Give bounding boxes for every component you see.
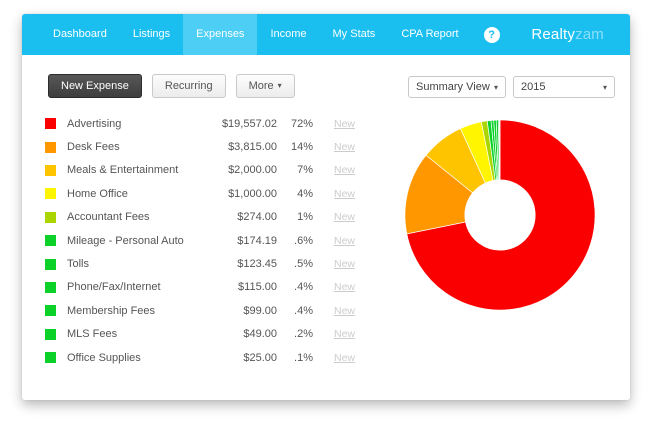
new-expense-link[interactable]: New [333, 258, 355, 271]
new-expense-link[interactable]: New [333, 281, 355, 294]
percent-value: 72% [290, 117, 313, 130]
category-color-swatch [45, 305, 56, 317]
category-label: Membership Fees [67, 304, 156, 317]
donut-slice[interactable] [406, 119, 596, 311]
amount-value: $123.45 [237, 258, 277, 271]
amount-value: $3,815.00 [228, 141, 277, 154]
top-nav: Dashboard Listings Expenses Income My St… [22, 14, 630, 55]
year-selected-value: 2015 [521, 81, 546, 93]
percent-value: .5% [294, 258, 313, 271]
expense-row: Office Supplies $25.00 .1% New [45, 346, 355, 369]
percent-value: .4% [294, 281, 313, 294]
amount-value: $99.00 [243, 304, 277, 317]
percent-value: .6% [294, 234, 313, 247]
help-icon[interactable]: ? [483, 26, 500, 43]
expense-row: Home Office $1,000.00 4% New [45, 182, 355, 205]
category-label: MLS Fees [67, 328, 118, 341]
amount-value: $115.00 [238, 281, 277, 294]
chevron-down-icon: ▾ [277, 81, 282, 90]
nav-item-dashboard[interactable]: Dashboard [53, 28, 107, 40]
expense-row: Tolls $123.45 .5% New [45, 252, 355, 275]
new-expense-link[interactable]: New [333, 187, 355, 200]
category-label: Tolls [67, 258, 90, 271]
expense-row: Mileage - Personal Auto $174.19 .6% New [45, 229, 355, 252]
percent-value: 1% [297, 211, 313, 224]
amount-value: $174.19 [237, 234, 277, 247]
category-label: Home Office [67, 187, 128, 200]
new-expense-button[interactable]: New Expense [48, 74, 142, 98]
new-expense-link[interactable]: New [333, 351, 355, 364]
amount-value: $25.00 [243, 351, 277, 364]
category-color-swatch [45, 164, 56, 176]
new-expense-link[interactable]: New [333, 117, 355, 130]
expense-row: Accountant Fees $274.00 1% New [45, 206, 355, 229]
more-button-label: More [248, 80, 274, 92]
nav-item-listings[interactable]: Listings [132, 28, 171, 40]
nav-item-income[interactable]: Income [270, 28, 307, 40]
category-color-swatch [45, 328, 56, 340]
percent-value: 4% [297, 187, 313, 200]
category-label: Phone/Fax/Internet [67, 281, 161, 294]
new-expense-link[interactable]: New [333, 141, 355, 154]
amount-value: $49.00 [243, 328, 277, 341]
percent-value: .4% [294, 304, 313, 317]
category-color-swatch [45, 352, 56, 364]
category-label: Office Supplies [67, 351, 141, 364]
chevron-down-icon: ▾ [493, 82, 498, 92]
amount-value: $1,000.00 [228, 187, 277, 200]
amount-value: $274.00 [237, 211, 277, 224]
expense-row: Meals & Entertainment $2,000.00 7% New [45, 159, 355, 182]
category-label: Meals & Entertainment [67, 164, 179, 177]
category-label: Mileage - Personal Auto [67, 234, 184, 247]
new-expense-link[interactable]: New [333, 234, 355, 247]
expense-list: Advertising $19,557.02 72% New Desk Fees… [45, 112, 355, 369]
category-color-swatch [45, 235, 56, 247]
amount-value: $19,557.02 [221, 117, 277, 130]
app-window: Dashboard Listings Expenses Income My St… [22, 14, 630, 400]
new-expense-link[interactable]: New [333, 164, 355, 177]
percent-value: .1% [294, 351, 313, 364]
view-mode-selected-value: Summary View [416, 81, 490, 93]
category-color-swatch [45, 258, 56, 270]
donut-chart [404, 119, 596, 311]
brand-logo: Realtyzam [531, 14, 604, 55]
new-expense-link[interactable]: New [333, 211, 355, 224]
category-color-swatch [45, 118, 56, 130]
new-expense-link[interactable]: New [333, 328, 355, 341]
new-expense-link[interactable]: New [333, 304, 355, 317]
expense-row: Phone/Fax/Internet $115.00 .4% New [45, 276, 355, 299]
amount-value: $2,000.00 [228, 164, 277, 177]
year-dropdown[interactable]: 2015 ▾ [513, 76, 615, 98]
category-color-swatch [45, 281, 56, 293]
donut-slice[interactable] [499, 119, 501, 181]
more-button[interactable]: More ▾ [235, 74, 295, 98]
expense-donut-chart-container [402, 117, 598, 313]
nav-item-my-stats[interactable]: My Stats [332, 28, 376, 40]
percent-value: 14% [290, 141, 313, 154]
logo-secondary-text: zam [575, 26, 604, 43]
category-color-swatch [45, 188, 56, 200]
recurring-button[interactable]: Recurring [151, 74, 226, 98]
percent-value: 7% [297, 164, 313, 177]
logo-primary-text: Realty [531, 26, 576, 43]
toolbar: New Expense Recurring More ▾ [48, 74, 295, 98]
filter-controls: Summary View ▾ 2015 ▾ [408, 76, 615, 98]
nav-item-cpa-report[interactable]: CPA Report [401, 28, 459, 40]
category-label: Accountant Fees [67, 211, 150, 224]
chevron-down-icon: ▾ [602, 82, 607, 92]
expense-row: MLS Fees $49.00 .2% New [45, 323, 355, 346]
expense-row: Desk Fees $3,815.00 14% New [45, 135, 355, 158]
view-mode-dropdown[interactable]: Summary View ▾ [408, 76, 506, 98]
nav-item-expenses[interactable]: Expenses [183, 14, 258, 55]
percent-value: .2% [294, 328, 313, 341]
expense-row: Membership Fees $99.00 .4% New [45, 299, 355, 322]
category-label: Advertising [67, 117, 122, 130]
category-label: Desk Fees [67, 141, 120, 154]
category-color-swatch [45, 141, 56, 153]
expense-row: Advertising $19,557.02 72% New [45, 112, 355, 135]
category-color-swatch [45, 211, 56, 223]
